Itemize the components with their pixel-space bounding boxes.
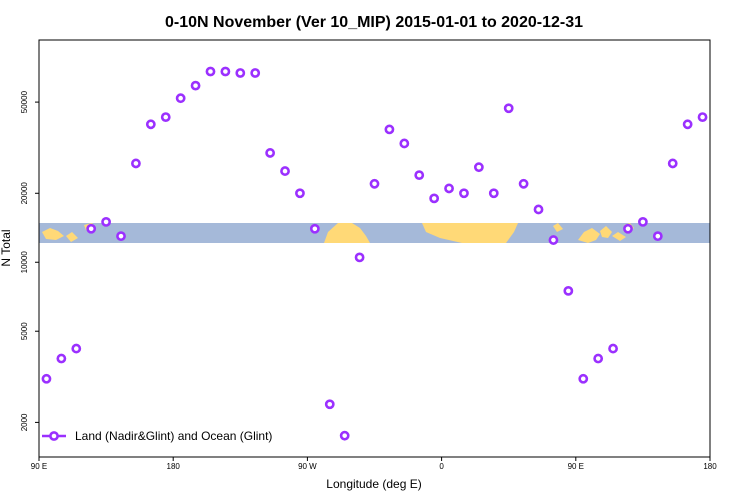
land-mass (422, 223, 518, 243)
data-point (131, 158, 141, 169)
x-tick-label: 90 E (31, 462, 47, 471)
chart-title: 0-10N November (Ver 10_MIP) 2015-01-01 t… (165, 14, 583, 31)
data-point (369, 178, 380, 189)
data-point (220, 66, 231, 77)
data-point (101, 217, 111, 227)
data-point (250, 68, 261, 78)
data-point (86, 223, 97, 234)
land-mass (42, 228, 64, 240)
data-point (145, 119, 156, 130)
legend-point-marker (49, 431, 59, 441)
data-point (473, 162, 484, 173)
land-mass (553, 223, 563, 232)
data-point (593, 353, 604, 364)
data-point (295, 188, 305, 199)
data-point (638, 217, 648, 227)
y-axis-label: N Total (0, 229, 13, 266)
data-point (324, 399, 335, 410)
y-tick-label: 2000 (20, 413, 29, 431)
data-point (71, 343, 82, 354)
data-point (235, 68, 246, 78)
data-point (175, 93, 186, 104)
data-point (429, 193, 440, 204)
legend-entry-label: Land (Nadir&Glint) and Ocean (Glint) (75, 429, 272, 443)
data-point (56, 353, 67, 364)
y-tick-label: 50000 (20, 90, 29, 113)
data-point (608, 343, 618, 354)
data-point (190, 80, 201, 91)
data-point (563, 285, 574, 296)
data-point (444, 183, 454, 194)
x-tick-label: 180 (167, 462, 181, 471)
land-mass (66, 232, 78, 242)
data-point (339, 430, 350, 441)
data-point (354, 252, 365, 263)
x-axis-label: Longitude (deg E) (326, 477, 421, 491)
land-mass (600, 226, 612, 238)
y-axis: 2000 5000 10000 20000 50000 (20, 90, 39, 431)
x-tick-label: 90 E (568, 462, 584, 471)
data-point (548, 235, 559, 245)
data-point (384, 124, 395, 135)
x-axis: 90 E 180 90 W 0 90 E 180 (31, 457, 717, 471)
data-point (652, 231, 663, 242)
x-tick-label: 90 W (298, 462, 317, 471)
y-tick-label: 10000 (20, 251, 29, 274)
data-point (459, 188, 469, 199)
plot-frame (38, 39, 711, 458)
data-point (205, 66, 216, 77)
data-point (503, 103, 514, 114)
data-point (623, 223, 633, 234)
data-point (518, 178, 529, 189)
background-map (39, 223, 710, 243)
land-mass (578, 228, 600, 243)
land-mass (324, 223, 370, 243)
data-point (116, 231, 126, 242)
x-tick-label: 180 (703, 462, 717, 471)
data-point (667, 158, 678, 169)
data-point (309, 223, 320, 234)
land-mass (612, 232, 626, 241)
data-point (697, 112, 708, 123)
data-point (160, 112, 171, 123)
data-point (41, 373, 52, 384)
map-ocean-band (39, 223, 710, 243)
data-point (280, 166, 290, 176)
data-point (488, 188, 499, 199)
data-point (682, 119, 693, 130)
x-tick-label: 0 (439, 462, 444, 471)
data-points (41, 66, 708, 441)
legend: Land (Nadir&Glint) and Ocean (Glint) (42, 429, 272, 443)
y-tick-label: 20000 (20, 182, 29, 205)
data-point (414, 170, 425, 181)
y-tick-label: 5000 (20, 322, 29, 340)
data-point (265, 148, 276, 158)
data-point (533, 204, 544, 215)
data-point (399, 138, 410, 149)
data-point (578, 373, 589, 384)
